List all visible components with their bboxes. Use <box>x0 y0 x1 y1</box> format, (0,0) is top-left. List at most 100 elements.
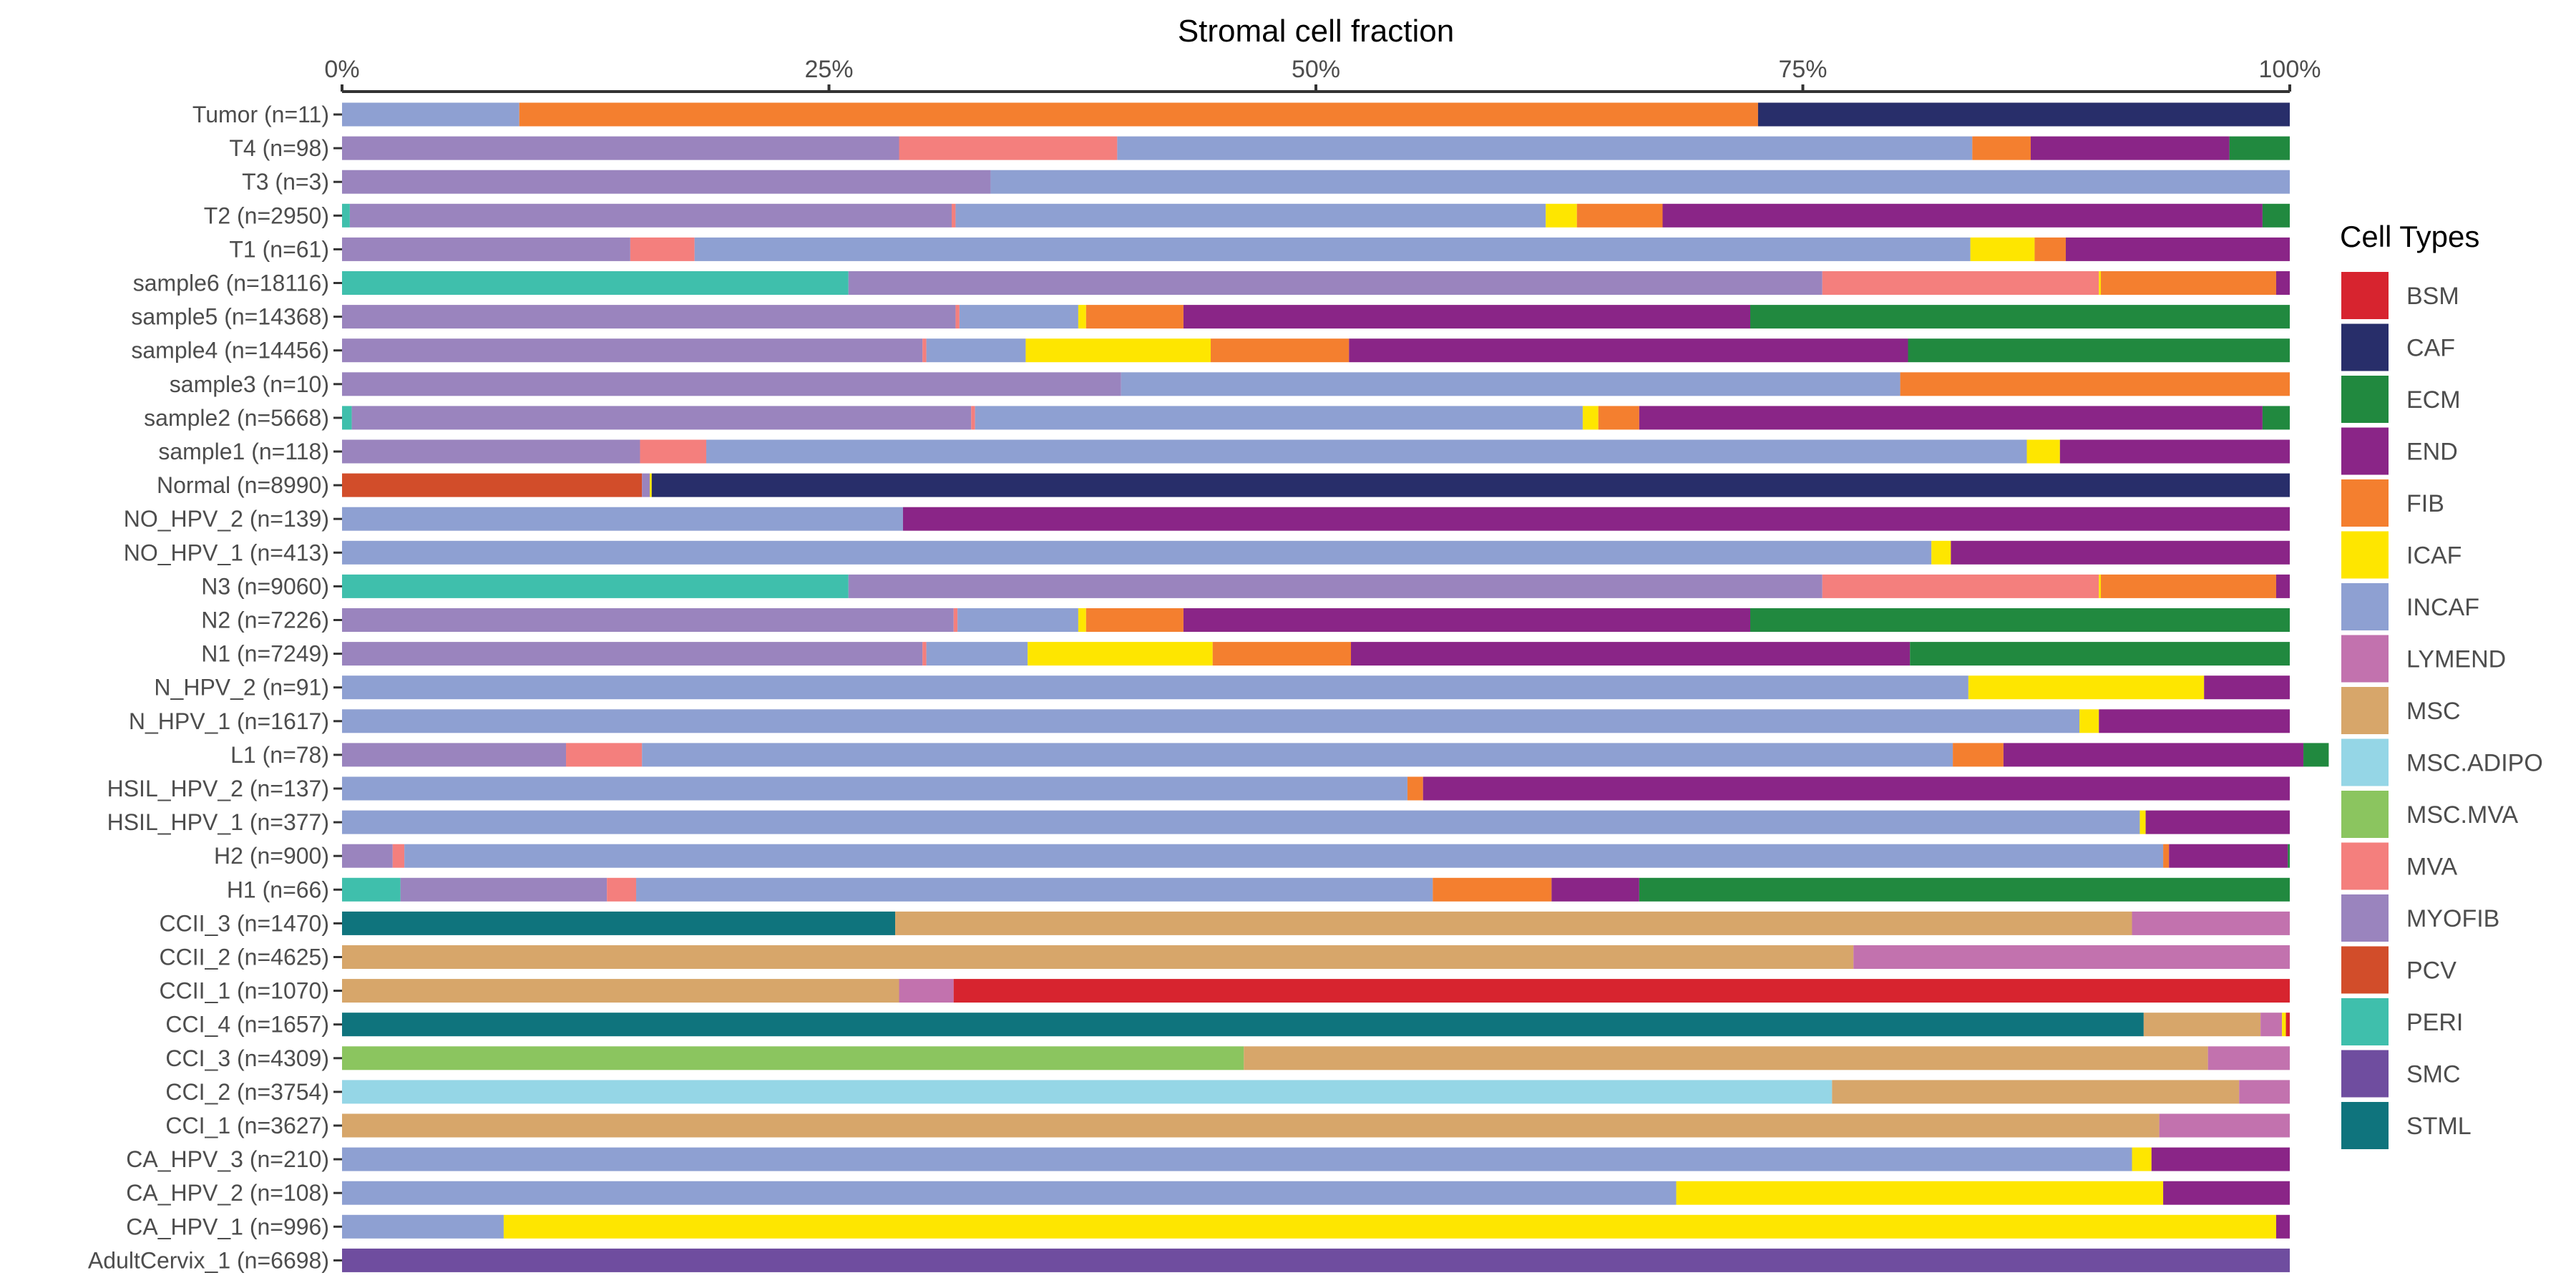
category-label: CA_HPV_3 (n=210) <box>126 1146 329 1172</box>
chart-title: Stromal cell fraction <box>1178 14 1454 49</box>
bar-segment-end <box>1951 540 2290 565</box>
bar-segment-msc <box>342 1113 2160 1138</box>
bar-segment-icaf <box>503 1214 2276 1239</box>
bar-segment-lymend <box>2132 911 2290 935</box>
legend-label: ECM <box>2406 386 2461 414</box>
bar-segment-icaf <box>1582 406 1599 430</box>
bar-segment-lymend <box>2239 1080 2290 1104</box>
category-label: HSIL_HPV_2 (n=137) <box>107 776 329 801</box>
bar-segment-incaf <box>342 675 1968 700</box>
category-label: N2 (n=7226) <box>201 608 329 633</box>
bar-segment-end <box>1423 776 2290 801</box>
legend-label: MYOFIB <box>2406 905 2499 932</box>
legend-label: SMC <box>2406 1061 2461 1088</box>
legend-label: CAF <box>2406 335 2455 362</box>
legend-label: INCAF <box>2406 594 2479 621</box>
bar-segment-mva <box>922 338 927 363</box>
bar-segment-icaf <box>1078 608 1086 632</box>
bar-segment-incaf <box>342 102 519 127</box>
category-label: sample4 (n=14456) <box>131 338 329 364</box>
bar-segment-incaf <box>957 608 1078 632</box>
bar-segment-bsm <box>953 979 2290 1003</box>
x-tick-label: 75% <box>1778 56 1827 83</box>
bar-segment-mva <box>922 642 927 666</box>
legend-swatch-ecm <box>2341 376 2389 423</box>
bar-segment-msc-mva <box>342 1046 1244 1070</box>
bar-segment-incaf <box>342 1147 2132 1171</box>
legend-label: MSC <box>2406 698 2461 725</box>
bar-segment-fib <box>519 102 1758 127</box>
legend-swatch-bsm <box>2341 272 2389 319</box>
category-label: CCI_4 (n=1657) <box>165 1012 329 1038</box>
bar-segment-myofib <box>342 170 991 194</box>
bar-segment-myofib <box>342 305 956 329</box>
bar-segment-mva <box>953 608 958 632</box>
bar-segment-ecm <box>1639 877 2290 902</box>
category-label: CCI_2 (n=3754) <box>165 1079 329 1105</box>
legend-swatch-myofib <box>2341 894 2389 942</box>
legend-swatch-msc-mva <box>2341 791 2389 838</box>
bar-segment-fib <box>1085 305 1184 329</box>
bar-segment-ecm <box>2262 203 2290 228</box>
bar-segment-fib <box>2100 574 2276 598</box>
bar-segment-myofib <box>342 372 1121 396</box>
bar-segment-mva <box>566 743 643 767</box>
bar-segment-icaf <box>1028 642 1213 666</box>
bar-segment-myofib <box>400 877 608 902</box>
bar-segment-caf <box>1757 102 2290 127</box>
legend-label: STML <box>2406 1113 2472 1140</box>
bar-segment-end <box>1662 203 2263 228</box>
category-label: CCII_3 (n=1470) <box>160 910 329 936</box>
x-tick-label: 0% <box>324 56 359 83</box>
bar-segment-fib <box>2100 271 2276 295</box>
category-label: NO_HPV_2 (n=139) <box>124 506 329 532</box>
bar-segment-lymend <box>899 979 954 1003</box>
bar-segment-end <box>2145 810 2290 834</box>
bar-segment-icaf <box>1078 305 1086 329</box>
legend-label: MVA <box>2406 854 2457 881</box>
bar-segment-end <box>2059 439 2290 464</box>
bar-segment-fib <box>1211 338 1350 363</box>
bar-segment-fib <box>2163 844 2170 868</box>
bar-segment-mva <box>607 877 637 902</box>
bar-segment-mva <box>899 136 1118 160</box>
legend-label: FIB <box>2406 490 2444 517</box>
category-label: N_HPV_1 (n=1617) <box>129 708 329 734</box>
bar-segment-end <box>1183 305 1751 329</box>
bar-segment-end <box>1551 877 1639 902</box>
bar-segment-fib <box>1953 743 2004 767</box>
bar-segment-end <box>2099 709 2290 733</box>
bar-segment-ecm <box>1750 608 2290 632</box>
legend-swatch-icaf <box>2341 531 2389 579</box>
legend-label: PCV <box>2406 957 2457 985</box>
bar-segment-msc <box>342 945 1854 969</box>
legend-swatch-stml <box>2341 1102 2389 1149</box>
legend-swatch-pcv <box>2341 946 2389 994</box>
legend-label: MSC.ADIPO <box>2406 750 2543 777</box>
legend-label: END <box>2406 439 2458 466</box>
bar-segment-msc <box>1244 1046 2208 1070</box>
legend: Cell Types BSM CAF ECM END FIB ICAF INCAF LYMEN… <box>2340 220 2543 1149</box>
bar-segment-msc-adipo <box>342 1080 1833 1104</box>
category-label: Normal (n=8990) <box>157 472 329 498</box>
bar-segment-end <box>2065 237 2290 261</box>
bar-segment-incaf <box>959 305 1078 329</box>
category-label: AdultCervix_1 (n=6698) <box>88 1247 329 1273</box>
bar-segment-ecm <box>2262 406 2290 430</box>
bar-segment-fib <box>1598 406 1639 430</box>
category-label: H1 (n=66) <box>227 877 329 902</box>
category-label: CCI_1 (n=3627) <box>165 1113 329 1138</box>
bar-segment-icaf <box>2099 574 2101 598</box>
bar-segment-incaf <box>975 406 1583 430</box>
bar-segment-end <box>2163 1181 2290 1205</box>
bar-segment-end <box>2275 271 2290 295</box>
category-label: T4 (n=98) <box>229 135 329 161</box>
bar-segment-end <box>2275 574 2290 598</box>
legend-label: PERI <box>2406 1009 2463 1036</box>
category-label: NO_HPV_1 (n=413) <box>124 540 329 565</box>
bar-segment-end <box>2275 1214 2290 1239</box>
bar-segment-end <box>1183 608 1751 632</box>
legend-swatch-smc <box>2341 1050 2389 1098</box>
bar-segment-incaf <box>926 338 1026 363</box>
bar-segment-myofib <box>642 473 650 497</box>
